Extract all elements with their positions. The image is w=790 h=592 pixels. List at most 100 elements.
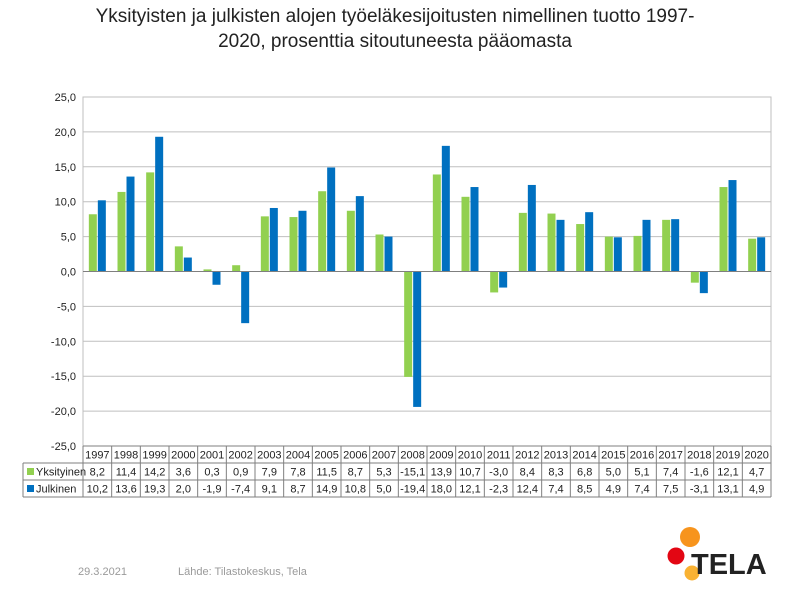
- table-year-2019: 2019: [716, 450, 740, 462]
- logo-text: TELA: [691, 549, 767, 581]
- table-value-julkinen-2000: 2,0: [176, 484, 191, 496]
- bar-julkinen-2003: [269, 207, 278, 272]
- table-year-2000: 2000: [171, 450, 195, 462]
- table-value-julkinen-1999: 19,3: [144, 484, 165, 496]
- table-year-2003: 2003: [257, 450, 281, 462]
- bar-julkinen-2002: [241, 271, 250, 324]
- bar-julkinen-2013: [556, 219, 565, 272]
- bar-julkinen-2014: [585, 212, 594, 272]
- bar-chart: 25,0 20,0 15,0 10,0 5,0 0,0 -5,0 -10,0 -15,0 -20,…: [22, 92, 772, 498]
- table-value-yksityinen-2019: 12,1: [717, 467, 738, 479]
- table-value-yksityinen-2018: -1,6: [690, 467, 709, 479]
- table-value-yksityinen-2007: 5,3: [376, 467, 391, 479]
- bar-yksityinen-1999: [146, 172, 155, 272]
- y-tick-label: 10,0: [55, 197, 76, 209]
- legend-swatch-julkinen: [27, 485, 34, 492]
- table-value-yksityinen-1997: 8,2: [90, 467, 105, 479]
- table-value-julkinen-2014: 8,5: [577, 484, 592, 496]
- table-year-2002: 2002: [228, 450, 252, 462]
- table-year-2005: 2005: [314, 450, 338, 462]
- table-year-2020: 2020: [744, 450, 768, 462]
- table-value-yksityinen-2008: -15,1: [400, 467, 425, 479]
- table-year-2009: 2009: [429, 450, 453, 462]
- bar-julkinen-2007: [384, 236, 393, 272]
- bar-yksityinen-2007: [375, 234, 384, 272]
- table-value-julkinen-2018: -3,1: [690, 484, 709, 496]
- table-value-julkinen-2012: 12,4: [517, 484, 538, 496]
- bar-julkinen-2016: [642, 219, 651, 272]
- table-value-yksityinen-2002: 0,9: [233, 467, 248, 479]
- bar-yksityinen-2000: [174, 246, 183, 272]
- logo-dot-red: [667, 547, 685, 565]
- table-year-1998: 1998: [114, 450, 138, 462]
- table-value-yksityinen-2014: 6,8: [577, 467, 592, 479]
- table-year-2010: 2010: [458, 450, 482, 462]
- table-year-2001: 2001: [200, 450, 224, 462]
- table-year-1999: 1999: [142, 450, 166, 462]
- table-value-julkinen-2003: 9,1: [262, 484, 277, 496]
- table-value-julkinen-2010: 12,1: [459, 484, 480, 496]
- table-value-julkinen-2015: 4,9: [606, 484, 621, 496]
- chart-title-line-2: 2020, prosenttia sitoutuneesta pääomasta: [218, 31, 572, 52]
- table-value-julkinen-2009: 18,0: [431, 484, 452, 496]
- bar-yksityinen-1998: [117, 191, 126, 272]
- tela-logo: [667, 527, 700, 581]
- table-year-2012: 2012: [515, 450, 539, 462]
- y-tick-label: -15,0: [51, 371, 76, 383]
- table-value-julkinen-2016: 7,4: [634, 484, 649, 496]
- table-year-2006: 2006: [343, 450, 367, 462]
- table-value-yksityinen-2016: 5,1: [634, 467, 649, 479]
- bar-julkinen-2006: [355, 196, 364, 272]
- bar-yksityinen-1997: [88, 214, 97, 272]
- bar-julkinen-2000: [183, 257, 192, 272]
- y-tick-label: -25,0: [51, 441, 76, 453]
- table-value-yksityinen-2011: -3,0: [489, 467, 508, 479]
- bar-julkinen-2017: [671, 219, 680, 272]
- bar-yksityinen-2001: [203, 269, 212, 272]
- table-year-2013: 2013: [544, 450, 568, 462]
- y-tick-label: 0,0: [61, 267, 76, 279]
- table-value-yksityinen-1998: 11,4: [116, 467, 137, 479]
- bar-julkinen-2009: [441, 145, 450, 272]
- bar-yksityinen-2015: [604, 236, 613, 272]
- bar-julkinen-2008: [413, 271, 422, 407]
- table-year-1997: 1997: [85, 450, 109, 462]
- bar-julkinen-1999: [155, 136, 164, 272]
- bar-julkinen-2011: [499, 271, 508, 288]
- footer-source: Lähde: Tilastokeskus, Tela: [178, 566, 307, 578]
- table-year-2015: 2015: [601, 450, 625, 462]
- table-value-julkinen-2017: 7,5: [663, 484, 678, 496]
- table-value-yksityinen-2017: 7,4: [663, 467, 678, 479]
- bar-yksityinen-2019: [719, 187, 728, 272]
- bar-yksityinen-2011: [490, 271, 499, 293]
- table-value-yksityinen-2010: 10,7: [459, 467, 480, 479]
- logo-dot-yellow: [684, 565, 700, 581]
- bar-yksityinen-2018: [690, 271, 699, 283]
- table-year-2004: 2004: [286, 450, 310, 462]
- table-year-2008: 2008: [400, 450, 424, 462]
- table-value-yksityinen-2005: 11,5: [316, 467, 337, 479]
- bar-julkinen-2005: [327, 167, 336, 272]
- y-tick-label: 20,0: [55, 127, 76, 139]
- table-value-julkinen-2008: -19,4: [400, 484, 425, 496]
- bar-yksityinen-2005: [318, 191, 327, 272]
- bar-yksityinen-2003: [260, 216, 269, 272]
- bar-yksityinen-2008: [404, 271, 413, 377]
- table-year-2011: 2011: [487, 450, 511, 462]
- bar-yksityinen-2012: [518, 212, 527, 272]
- y-tick-label: 15,0: [55, 162, 76, 174]
- table-value-julkinen-2002: -7,4: [231, 484, 250, 496]
- legend-label-julkinen: Julkinen: [36, 484, 76, 496]
- table-value-yksityinen-2004: 7,8: [290, 467, 305, 479]
- footer-date: 29.3.2021: [78, 566, 127, 578]
- table-value-julkinen-2006: 10,8: [345, 484, 366, 496]
- logo-dot-orange: [680, 527, 700, 547]
- table-value-yksityinen-2009: 13,9: [431, 467, 452, 479]
- bar-yksityinen-2017: [662, 219, 671, 272]
- table-value-julkinen-1997: 10,2: [87, 484, 108, 496]
- table-value-julkinen-1998: 13,6: [115, 484, 136, 496]
- table-value-yksityinen-2001: 0,3: [204, 467, 219, 479]
- bar-julkinen-2018: [699, 271, 708, 294]
- bar-julkinen-1998: [126, 176, 135, 272]
- table-value-yksityinen-2015: 5,0: [606, 467, 621, 479]
